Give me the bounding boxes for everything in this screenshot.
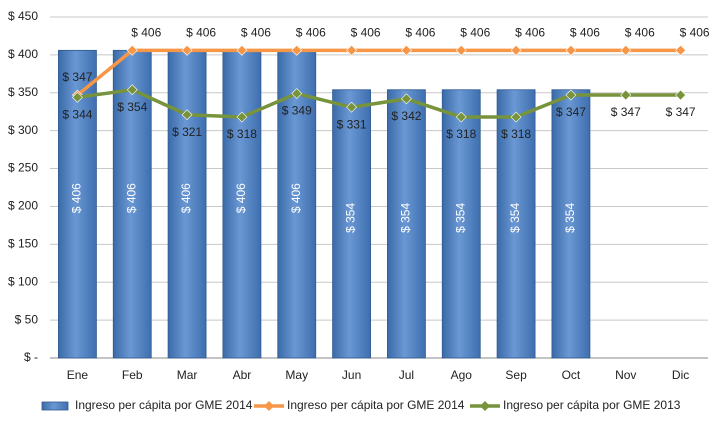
line-marker: [510, 111, 522, 123]
bar: [277, 49, 317, 359]
line-marker: [346, 44, 358, 56]
line-marker: [236, 111, 248, 123]
bar: [551, 89, 591, 359]
bar-value-label: $ 354: [563, 203, 577, 233]
y-tick-label: $ 200: [8, 199, 38, 213]
line-marker: [291, 44, 303, 56]
line-marker: [675, 89, 687, 101]
line-value-label: $ 347: [556, 105, 586, 119]
line-marker: [126, 44, 138, 56]
y-tick-label: $ 350: [8, 85, 38, 99]
x-tick-label: Dic: [672, 368, 689, 382]
line-marker: [400, 44, 412, 56]
line-value-label: $ 406: [351, 26, 381, 40]
line-value-label: $ 344: [62, 107, 92, 121]
bar: [332, 89, 371, 359]
legend-marker: [264, 401, 274, 411]
x-tick-label: Feb: [122, 368, 143, 382]
line-value-label: $ 406: [186, 26, 216, 40]
line-marker: [455, 111, 467, 123]
line-value-label: $ 406: [570, 26, 600, 40]
line-marker: [510, 44, 522, 56]
bar-value-label: $ 406: [289, 183, 303, 213]
line-value-label: $ 406: [515, 26, 545, 40]
legend-label: Ingreso per cápita por GME 2014: [75, 398, 253, 412]
bar: [112, 49, 152, 359]
line-marker: [620, 89, 632, 101]
line-marker: [565, 44, 577, 56]
line-value-label: $ 347: [666, 105, 696, 119]
x-tick-label: Mar: [177, 368, 198, 382]
y-tick-label: $ 250: [8, 161, 38, 175]
bar-value-label: $ 406: [124, 183, 138, 213]
bar-value-label: $ 354: [399, 203, 413, 233]
bar-value-label: $ 354: [453, 203, 467, 233]
line-marker: [400, 93, 412, 105]
y-tick-label: $ 100: [8, 274, 38, 288]
line-marker: [455, 44, 467, 56]
x-tick-label: Ago: [451, 368, 473, 382]
line: [76, 48, 681, 97]
x-tick-label: Jun: [342, 368, 361, 382]
y-tick-label: $ 450: [8, 9, 38, 23]
bar-value-label: $ 406: [179, 183, 193, 213]
line-marker: [181, 44, 193, 56]
bar: [496, 89, 536, 359]
line-value-label: $ 331: [337, 117, 367, 131]
line-value-label: $ 406: [296, 26, 326, 40]
line-value-label: $ 406: [241, 26, 271, 40]
line-marker: [181, 109, 193, 121]
x-tick-label: May: [285, 368, 308, 382]
x-tick-label: Jul: [399, 368, 414, 382]
y-tick-label: $ 150: [8, 237, 38, 251]
bar: [441, 89, 481, 359]
y-tick-label: $ 50: [15, 312, 39, 326]
line-marker: [126, 84, 138, 96]
x-tick-label: Oct: [562, 368, 581, 382]
bar-value-label: $ 354: [344, 203, 358, 233]
bar-value-label: $ 406: [70, 183, 84, 213]
line-value-label: $ 354: [117, 100, 147, 114]
line-value-label: $ 406: [405, 26, 435, 40]
bar: [167, 49, 207, 359]
bar: [222, 49, 262, 359]
legend-label: Ingreso per cápita por GME 2014: [287, 398, 465, 412]
line-value-label: $ 321: [172, 125, 202, 139]
x-tick-label: Ene: [67, 368, 89, 382]
x-tick-label: Abr: [233, 368, 252, 382]
line-value-label: $ 349: [282, 104, 312, 118]
x-tick-label: Nov: [615, 368, 636, 382]
line-marker: [291, 88, 303, 99]
line-value-label: $ 406: [131, 26, 161, 40]
line-marker: [71, 91, 83, 103]
line-marker: [620, 44, 632, 56]
line-value-label: $ 318: [227, 127, 257, 141]
line-marker: [565, 89, 577, 101]
line-marker: [675, 44, 687, 56]
line-value-label: $ 342: [391, 109, 421, 123]
line-marker: [236, 44, 248, 56]
y-tick-label: $ -: [24, 350, 38, 364]
legend-swatch: [41, 401, 69, 411]
bar-value-label: $ 406: [234, 183, 248, 213]
y-tick-label: $ 300: [8, 123, 38, 137]
bar: [387, 89, 426, 359]
line-value-label: $ 347: [62, 70, 92, 84]
legend-label: Ingreso per cápita por GME 2013: [503, 398, 681, 412]
legend-marker: [480, 401, 490, 411]
line-marker: [346, 101, 358, 113]
line-value-label: $ 347: [611, 105, 641, 119]
x-tick-label: Sep: [505, 368, 527, 382]
line-value-label: $ 318: [446, 127, 476, 141]
line-value-label: $ 318: [501, 127, 531, 141]
line-value-label: $ 406: [680, 26, 710, 40]
y-tick-label: $ 400: [8, 47, 38, 61]
line-value-label: $ 406: [460, 26, 490, 40]
line-value-label: $ 406: [625, 26, 655, 40]
bar-value-label: $ 354: [508, 203, 522, 233]
line: [77, 87, 681, 119]
